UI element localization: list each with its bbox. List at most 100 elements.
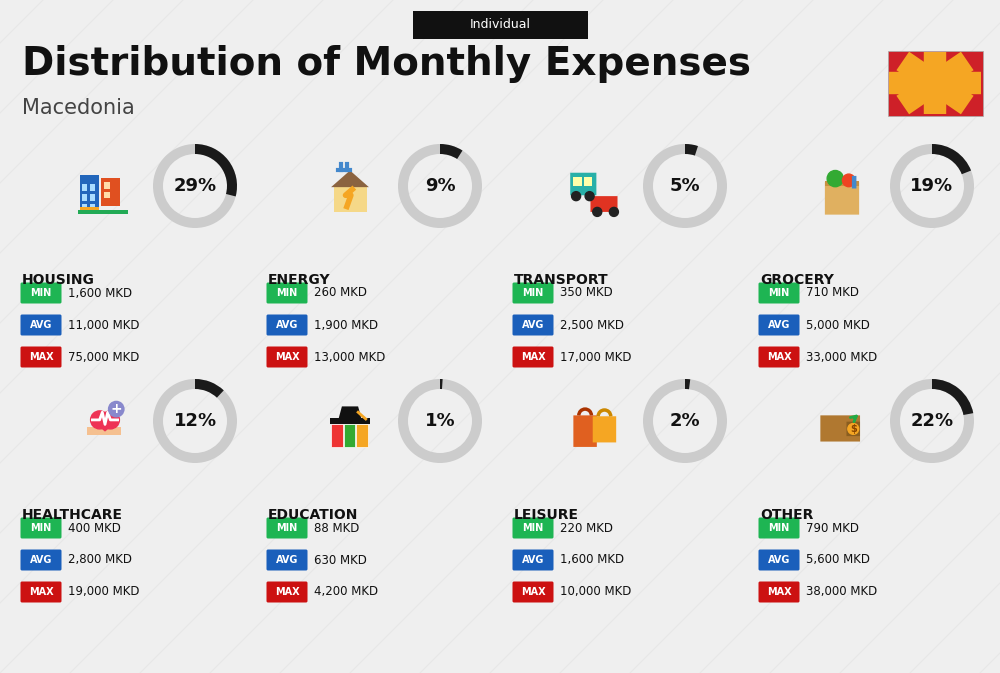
Text: MIN: MIN	[276, 523, 298, 533]
Text: AVG: AVG	[30, 555, 52, 565]
Polygon shape	[87, 427, 121, 435]
Wedge shape	[685, 144, 698, 155]
Polygon shape	[339, 406, 361, 418]
FancyBboxPatch shape	[759, 347, 800, 367]
Text: Macedonia: Macedonia	[22, 98, 135, 118]
Text: MAX: MAX	[275, 352, 299, 362]
FancyBboxPatch shape	[512, 347, 554, 367]
Circle shape	[927, 75, 943, 91]
Wedge shape	[685, 379, 690, 389]
Circle shape	[848, 423, 859, 434]
FancyBboxPatch shape	[80, 175, 99, 212]
FancyBboxPatch shape	[80, 207, 99, 212]
Text: 12%: 12%	[173, 412, 217, 430]
Text: AVG: AVG	[276, 320, 298, 330]
Text: AVG: AVG	[522, 320, 544, 330]
Text: 9%: 9%	[425, 177, 455, 195]
FancyBboxPatch shape	[512, 283, 554, 304]
Text: MIN: MIN	[768, 523, 790, 533]
Text: MIN: MIN	[30, 523, 52, 533]
FancyBboxPatch shape	[512, 518, 554, 538]
FancyBboxPatch shape	[512, 314, 554, 336]
Circle shape	[827, 170, 843, 186]
Wedge shape	[643, 379, 727, 463]
Text: MIN: MIN	[522, 288, 544, 298]
Text: 17,000 MKD: 17,000 MKD	[560, 351, 632, 363]
Text: MAX: MAX	[767, 587, 791, 597]
FancyBboxPatch shape	[20, 347, 62, 367]
FancyBboxPatch shape	[573, 415, 597, 447]
Wedge shape	[440, 379, 443, 389]
FancyBboxPatch shape	[20, 581, 62, 602]
Circle shape	[593, 207, 602, 217]
Text: MIN: MIN	[276, 288, 298, 298]
Text: MIN: MIN	[522, 523, 544, 533]
Text: 33,000 MKD: 33,000 MKD	[806, 351, 877, 363]
Wedge shape	[890, 379, 974, 463]
Wedge shape	[932, 379, 973, 415]
Text: 5,000 MKD: 5,000 MKD	[806, 318, 870, 332]
Wedge shape	[398, 144, 482, 228]
Polygon shape	[91, 420, 119, 431]
Text: TRANSPORT: TRANSPORT	[514, 273, 609, 287]
FancyBboxPatch shape	[820, 415, 860, 441]
Text: MIN: MIN	[768, 288, 790, 298]
FancyBboxPatch shape	[266, 581, 308, 602]
FancyBboxPatch shape	[266, 549, 308, 571]
Text: 4,200 MKD: 4,200 MKD	[314, 586, 378, 598]
Text: 19%: 19%	[910, 177, 954, 195]
Text: +: +	[110, 402, 122, 416]
Text: $: $	[850, 424, 857, 434]
FancyBboxPatch shape	[266, 283, 308, 304]
Text: 790 MKD: 790 MKD	[806, 522, 859, 534]
FancyBboxPatch shape	[82, 184, 87, 190]
FancyBboxPatch shape	[852, 176, 856, 188]
FancyBboxPatch shape	[512, 549, 554, 571]
Circle shape	[585, 192, 594, 201]
FancyBboxPatch shape	[593, 417, 616, 442]
Text: AVG: AVG	[30, 320, 52, 330]
Text: 710 MKD: 710 MKD	[806, 287, 859, 299]
FancyBboxPatch shape	[825, 181, 859, 186]
Wedge shape	[195, 379, 224, 398]
Text: 10,000 MKD: 10,000 MKD	[560, 586, 631, 598]
Text: AVG: AVG	[768, 320, 790, 330]
FancyBboxPatch shape	[344, 425, 355, 447]
Text: 13,000 MKD: 13,000 MKD	[314, 351, 385, 363]
Text: GROCERY: GROCERY	[760, 273, 834, 287]
Text: 1,600 MKD: 1,600 MKD	[68, 287, 132, 299]
Text: 1,900 MKD: 1,900 MKD	[314, 318, 378, 332]
Text: HOUSING: HOUSING	[22, 273, 95, 287]
Text: MAX: MAX	[521, 352, 545, 362]
Text: 5,600 MKD: 5,600 MKD	[806, 553, 870, 567]
FancyBboxPatch shape	[759, 549, 800, 571]
FancyBboxPatch shape	[266, 518, 308, 538]
Text: MIN: MIN	[30, 288, 52, 298]
Text: AVG: AVG	[276, 555, 298, 565]
FancyBboxPatch shape	[104, 182, 110, 188]
FancyBboxPatch shape	[90, 204, 95, 211]
FancyBboxPatch shape	[413, 11, 588, 39]
Wedge shape	[153, 144, 237, 228]
FancyBboxPatch shape	[82, 204, 87, 211]
FancyBboxPatch shape	[759, 581, 800, 602]
FancyBboxPatch shape	[78, 210, 128, 214]
Text: 11,000 MKD: 11,000 MKD	[68, 318, 140, 332]
FancyBboxPatch shape	[573, 177, 582, 186]
Circle shape	[91, 411, 109, 429]
FancyBboxPatch shape	[759, 518, 800, 538]
Text: MAX: MAX	[521, 587, 545, 597]
Wedge shape	[398, 379, 482, 463]
FancyBboxPatch shape	[584, 177, 592, 186]
Text: 350 MKD: 350 MKD	[560, 287, 613, 299]
Text: 22%: 22%	[910, 412, 954, 430]
FancyBboxPatch shape	[334, 187, 367, 212]
Text: 2,800 MKD: 2,800 MKD	[68, 553, 132, 567]
Text: 630 MKD: 630 MKD	[314, 553, 367, 567]
Text: LEISURE: LEISURE	[514, 508, 579, 522]
Circle shape	[842, 174, 855, 186]
FancyBboxPatch shape	[759, 314, 800, 336]
FancyBboxPatch shape	[82, 194, 87, 201]
FancyBboxPatch shape	[590, 196, 618, 212]
Text: 1,600 MKD: 1,600 MKD	[560, 553, 624, 567]
